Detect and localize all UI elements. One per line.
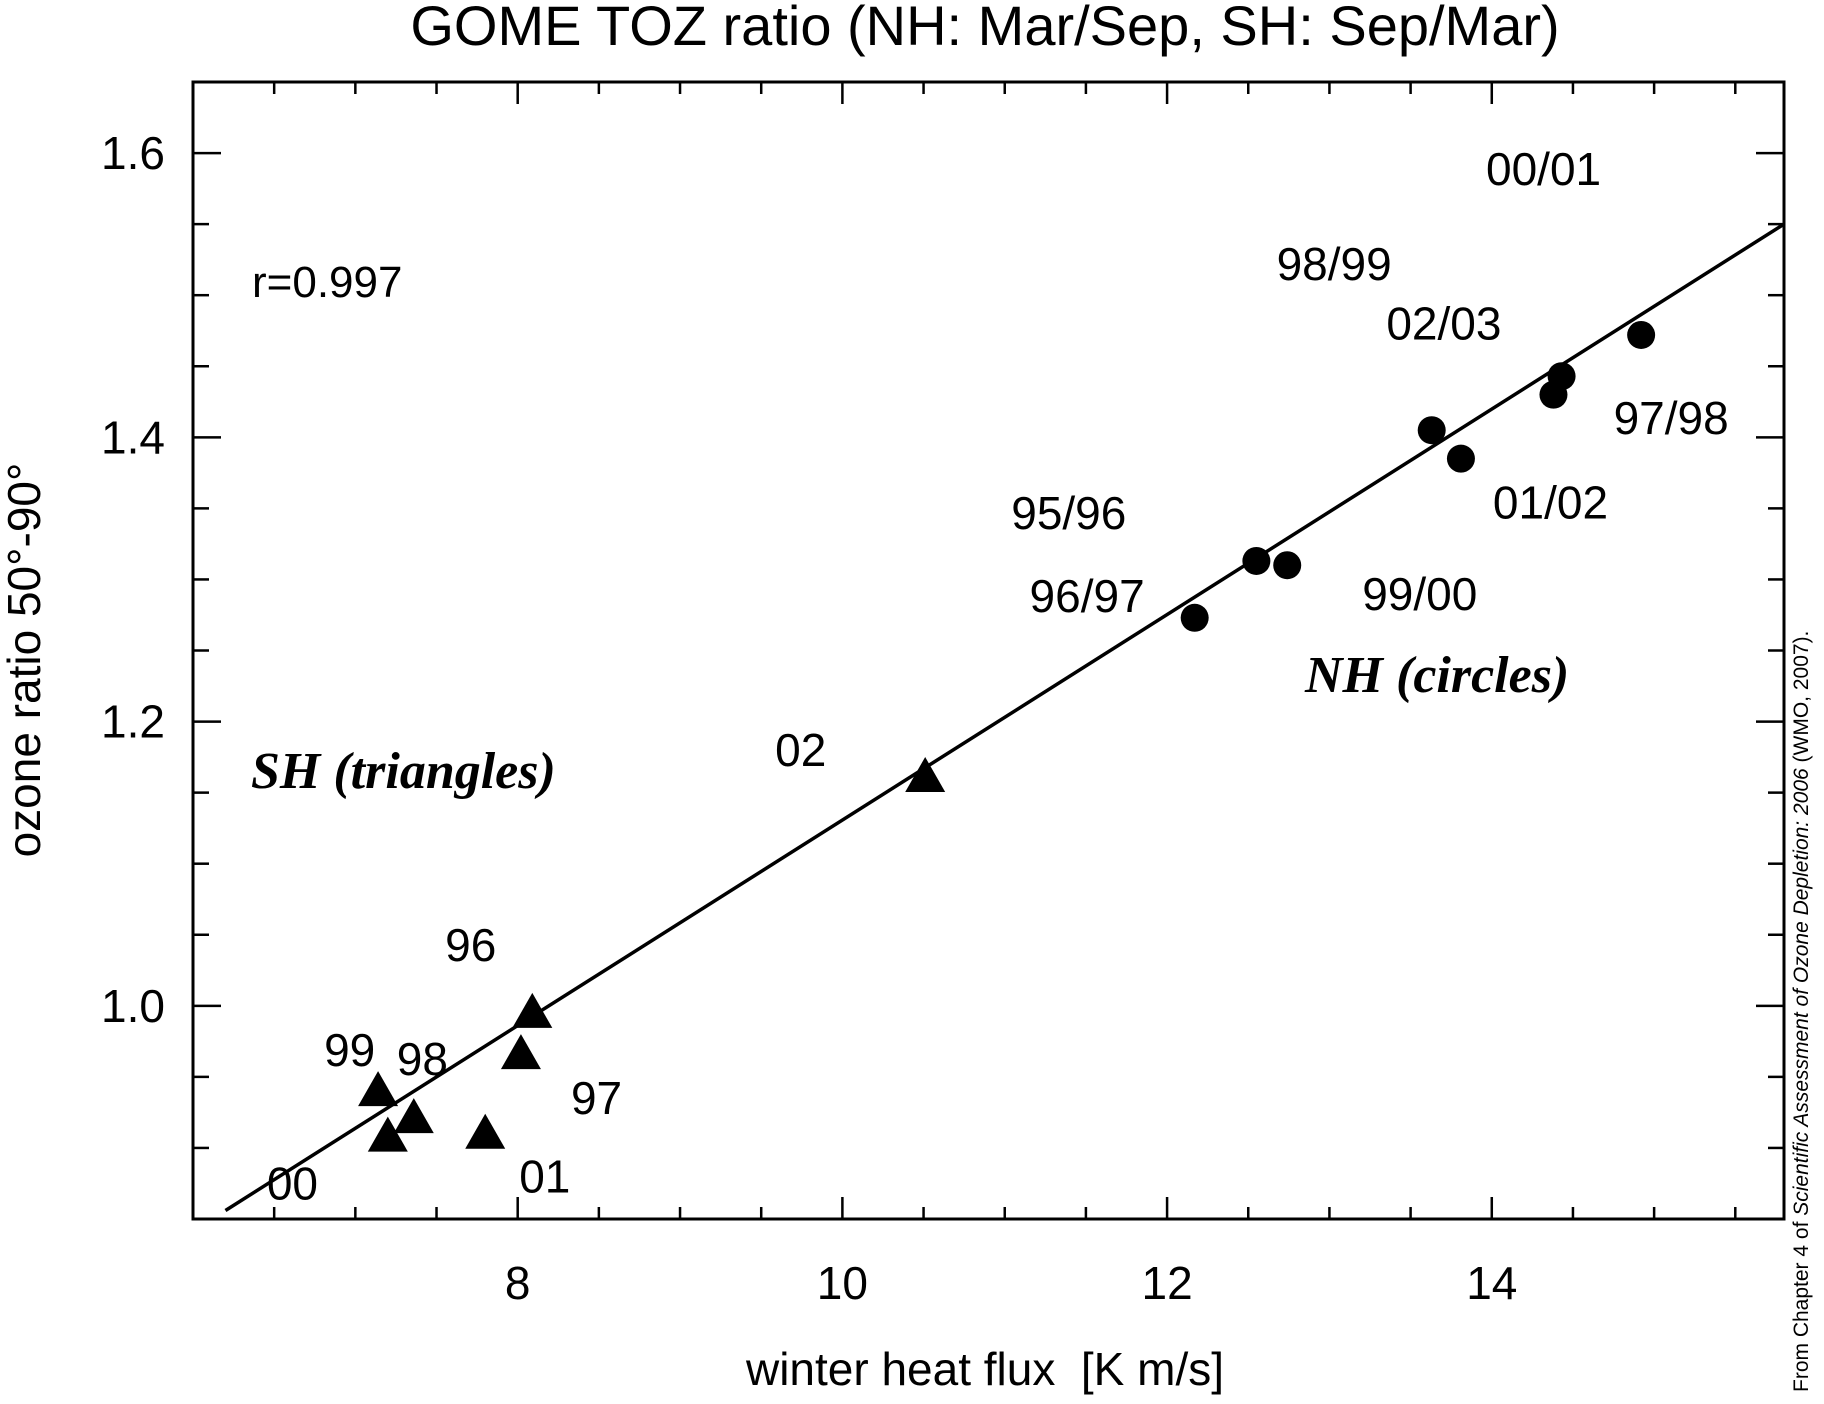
nh-circle-point bbox=[1446, 444, 1475, 473]
sh-triangle-point bbox=[905, 756, 946, 792]
sh-group-label: SH (triangles) bbox=[251, 743, 556, 800]
x-tick-label: 10 bbox=[817, 1257, 868, 1309]
data-points bbox=[358, 320, 1656, 1152]
point-label: 99 bbox=[324, 1024, 375, 1076]
nh-circle-point bbox=[1242, 546, 1271, 575]
point-label: 96 bbox=[445, 919, 496, 971]
axis-tick-labels: 8 10 12 14 1.0 1.2 1.4 1.6 bbox=[101, 127, 1517, 1309]
chart-title: GOME TOZ ratio (NH: Mar/Sep, SH: Sep/Mar… bbox=[410, 0, 1559, 57]
point-label: 02 bbox=[775, 724, 826, 776]
correlation-annotation: r=0.997 bbox=[252, 258, 402, 307]
point-label: 97 bbox=[571, 1072, 622, 1124]
sh-triangle-point bbox=[512, 992, 553, 1028]
x-tick-label: 12 bbox=[1141, 1257, 1192, 1309]
x-tick-label: 8 bbox=[505, 1257, 531, 1309]
y-tick-label: 1.6 bbox=[101, 127, 165, 179]
sh-triangle-point bbox=[393, 1098, 434, 1134]
point-label: 01 bbox=[519, 1151, 570, 1203]
credit-prefix: From Chapter 4 of bbox=[1790, 1216, 1813, 1392]
regression-line bbox=[224, 222, 1785, 1212]
point-labels: 95/96 96/97 97/98 98/99 99/00 00/01 01/02 02/03… bbox=[267, 143, 1729, 1210]
source-credit: From Chapter 4 of Scientific Assessment … bbox=[1790, 631, 1813, 1392]
nh-group-label: NH (circles) bbox=[1304, 647, 1569, 704]
point-label: 00/01 bbox=[1486, 143, 1601, 195]
sh-triangle-point bbox=[367, 1116, 408, 1152]
sh-triangle-point bbox=[465, 1113, 506, 1149]
nh-circle-point bbox=[1627, 320, 1656, 349]
point-label: 99/00 bbox=[1362, 568, 1477, 620]
point-label: 02/03 bbox=[1386, 298, 1501, 350]
y-tick-label: 1.0 bbox=[101, 980, 165, 1032]
point-label: 95/96 bbox=[1011, 487, 1126, 539]
nh-circle-point bbox=[1180, 603, 1209, 632]
sh-triangle-point bbox=[358, 1071, 399, 1107]
y-axis-title: ozone ratio 50°-90° bbox=[0, 463, 50, 858]
x-tick-label: 14 bbox=[1466, 1257, 1517, 1309]
x-axis-title: winter heat flux [K m/s] bbox=[745, 1343, 1224, 1395]
point-label: 98 bbox=[397, 1033, 448, 1085]
axis-ticks bbox=[191, 80, 1784, 1221]
point-label: 96/97 bbox=[1030, 570, 1145, 622]
nh-circle-point bbox=[1273, 551, 1302, 580]
y-tick-label: 1.4 bbox=[101, 411, 165, 463]
y-tick-label: 1.2 bbox=[101, 696, 165, 748]
nh-circle-point bbox=[1417, 416, 1446, 445]
point-label: 01/02 bbox=[1493, 477, 1608, 529]
point-label: 00 bbox=[267, 1158, 318, 1210]
credit-suffix: (WMO, 2007). bbox=[1790, 631, 1813, 769]
point-label: 97/98 bbox=[1614, 392, 1729, 444]
fit-line-layer bbox=[224, 222, 1785, 1212]
credit-italic: Scientific Assessment of Ozone Depletion… bbox=[1790, 768, 1813, 1216]
point-label: 98/99 bbox=[1277, 238, 1392, 290]
sh-triangle-point bbox=[500, 1034, 541, 1070]
nh-circle-point bbox=[1539, 380, 1568, 409]
